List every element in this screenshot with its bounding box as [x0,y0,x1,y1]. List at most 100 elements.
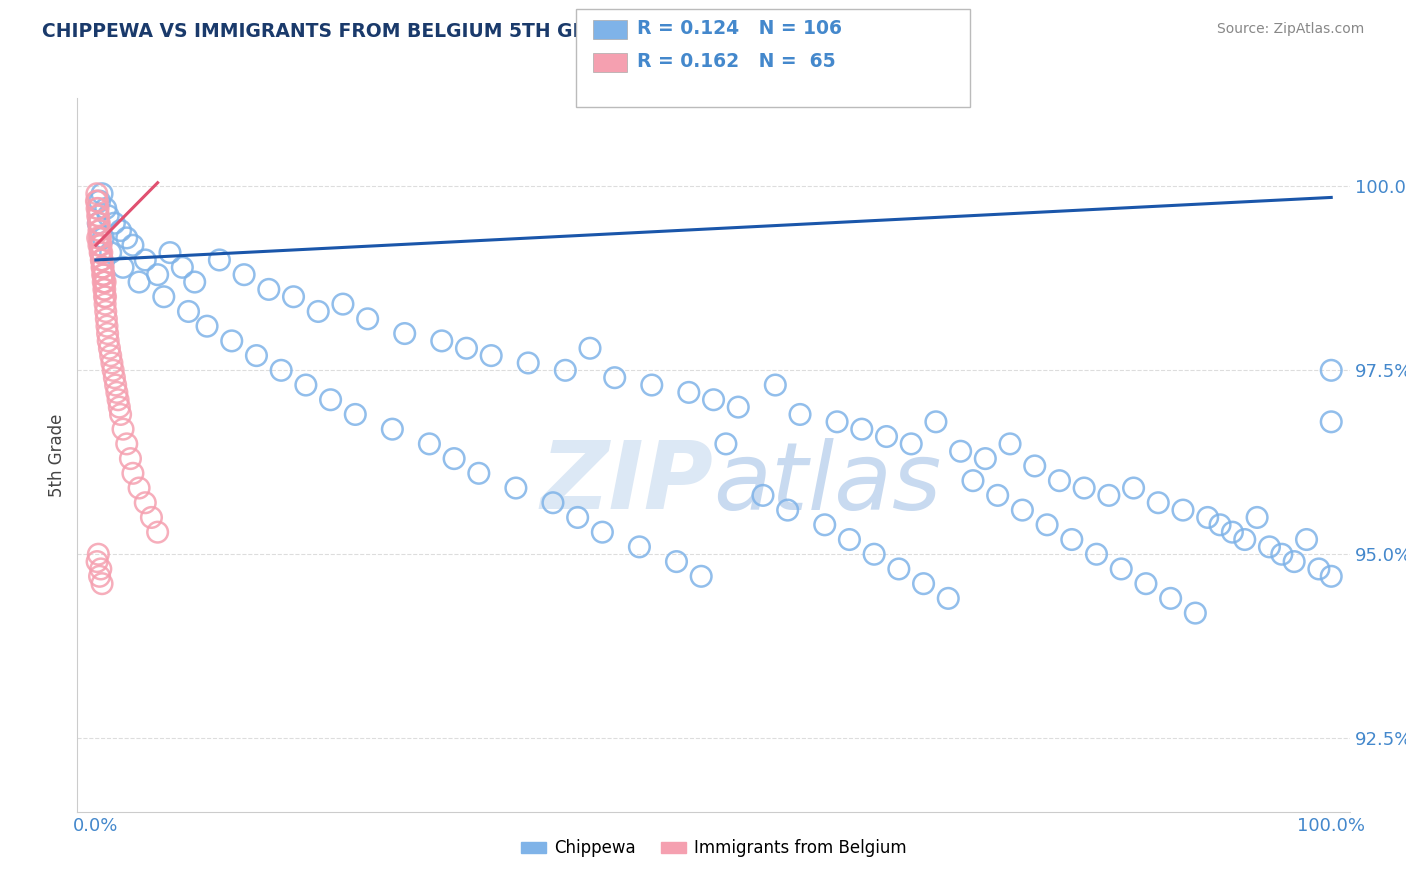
Point [430,334,453,348]
Point [87,209,110,223]
Point [1049,474,1071,488]
Point [115,231,138,245]
Point [887,562,910,576]
Point [1222,525,1244,540]
Point [93,282,115,296]
Point [86,202,108,216]
Point [100,349,122,363]
Point [245,349,267,363]
Point [838,533,860,547]
Point [90,238,112,252]
Point [603,370,626,384]
Point [101,356,124,370]
Point [90,252,112,267]
Point [567,510,589,524]
Point [90,252,112,267]
Point [86,209,108,223]
Point [1109,562,1132,576]
Point [146,525,169,540]
Point [814,517,837,532]
Point [100,245,122,260]
Point [1197,510,1219,524]
Point [172,260,194,275]
Point [1024,458,1046,473]
Point [283,290,305,304]
Point [579,341,602,355]
Point [86,194,108,208]
Point [690,569,713,583]
Point [1122,481,1144,495]
Point [141,510,163,524]
Point [1320,415,1343,429]
Point [727,400,749,414]
Point [101,363,124,377]
Point [90,245,112,260]
Point [479,349,502,363]
Point [912,576,935,591]
Point [344,408,367,422]
Point [90,562,112,576]
Point [87,216,110,230]
Point [86,231,108,245]
Point [1011,503,1033,517]
Point [221,334,243,348]
Point [93,268,115,282]
Point [110,223,132,237]
Point [554,363,576,377]
Point [112,260,135,275]
Point [98,341,121,355]
Point [641,378,664,392]
Point [89,216,111,230]
Point [104,378,127,392]
Point [103,370,125,384]
Point [319,392,342,407]
Point [86,186,108,201]
Point [91,275,114,289]
Point [1209,517,1232,532]
Point [91,268,114,282]
Point [1036,517,1059,532]
Point [591,525,613,540]
Text: ZIP: ZIP [541,437,714,530]
Point [1073,481,1095,495]
Point [93,275,115,289]
Point [97,209,120,223]
Point [998,437,1021,451]
Point [87,202,110,216]
Point [87,216,110,230]
Point [1060,533,1083,547]
Point [665,555,688,569]
Point [233,268,256,282]
Point [825,415,848,429]
Point [1308,562,1330,576]
Point [789,408,811,422]
Point [1171,503,1194,517]
Point [94,275,117,289]
Point [91,231,114,245]
Point [195,319,218,334]
Text: atlas: atlas [714,438,942,529]
Point [110,408,132,422]
Point [90,231,112,245]
Point [96,311,118,326]
Point [295,378,318,392]
Point [122,467,145,481]
Point [1246,510,1268,524]
Text: R = 0.162   N =  65: R = 0.162 N = 65 [637,52,835,71]
Point [112,422,135,436]
Point [1295,533,1317,547]
Point [91,260,114,275]
Point [89,231,111,245]
Text: CHIPPEWA VS IMMIGRANTS FROM BELGIUM 5TH GRADE CORRELATION CHART: CHIPPEWA VS IMMIGRANTS FROM BELGIUM 5TH … [42,22,862,41]
Point [122,238,145,252]
Point [1160,591,1182,606]
Point [1258,540,1281,554]
Point [128,275,150,289]
Point [91,576,114,591]
Point [115,437,138,451]
Point [332,297,354,311]
Point [307,304,329,318]
Point [1135,576,1157,591]
Point [96,319,118,334]
Point [134,496,156,510]
